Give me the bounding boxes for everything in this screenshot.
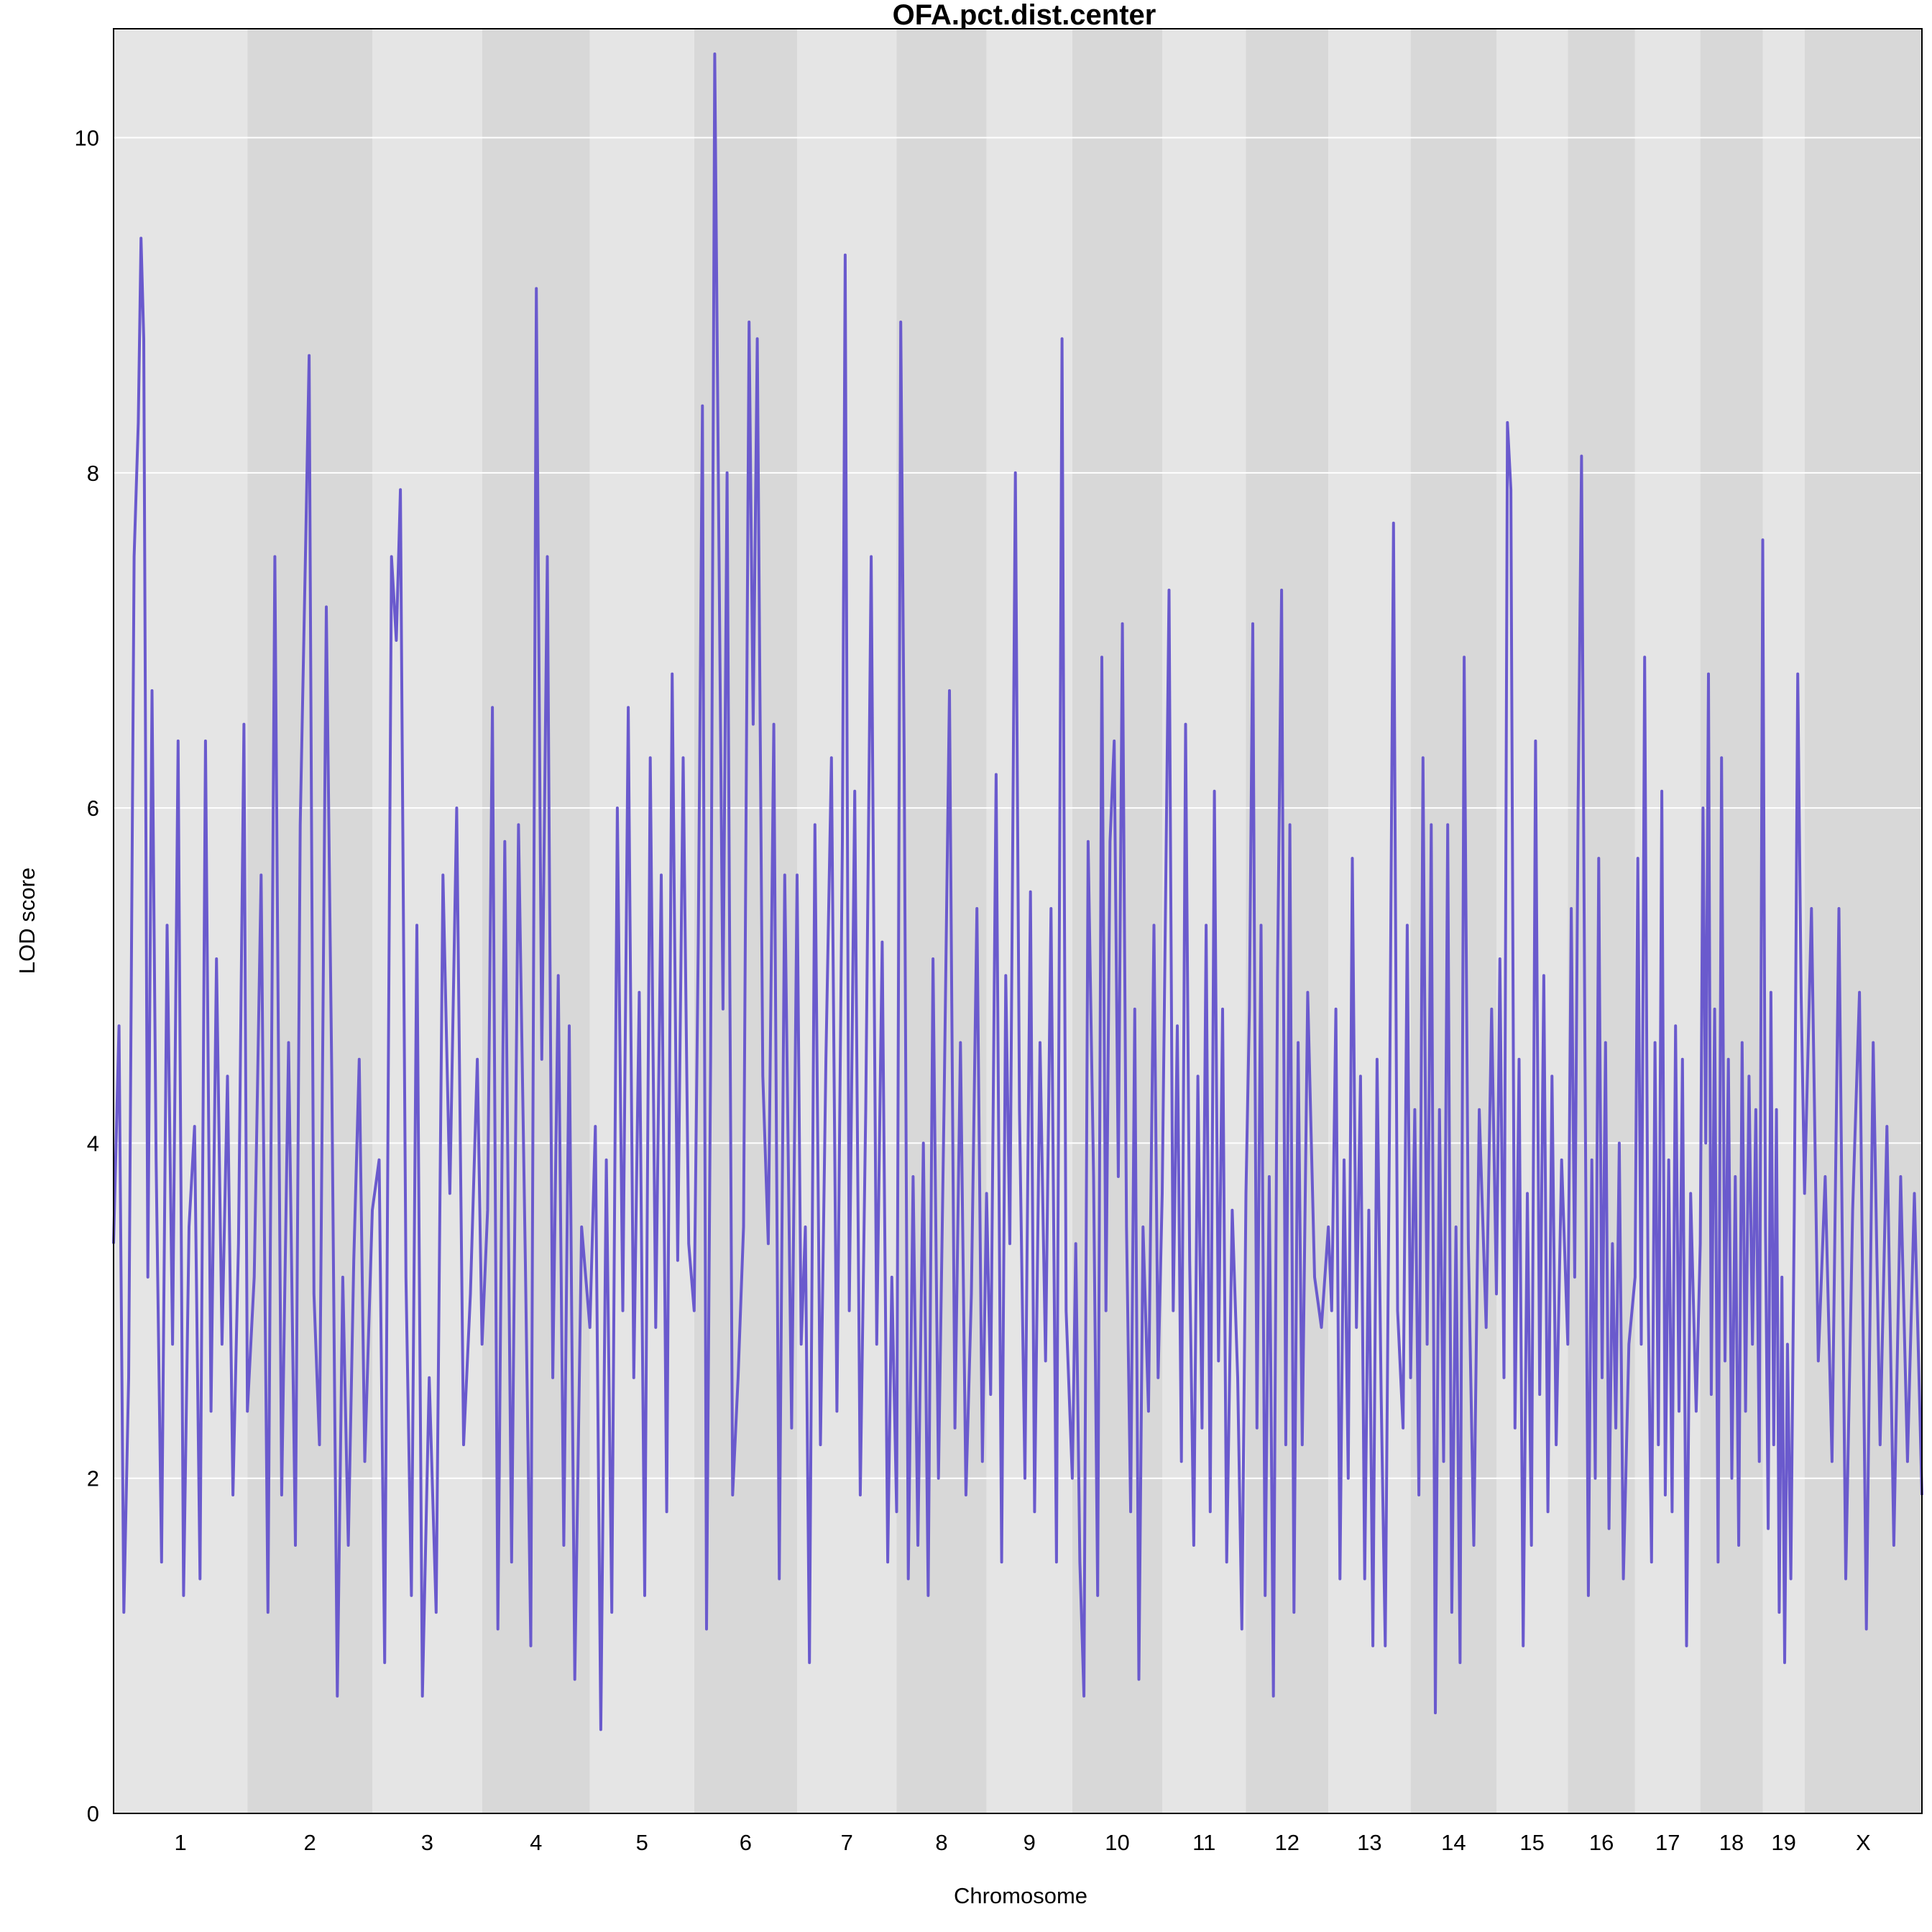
x-tick-label-8: 8 <box>935 1830 947 1855</box>
chromosome-band-11 <box>1162 29 1246 1813</box>
chromosome-bands <box>114 29 1922 1813</box>
x-tick-label-14: 14 <box>1441 1830 1466 1855</box>
x-axis-label: Chromosome <box>954 1883 1087 1908</box>
x-tick-label-7: 7 <box>841 1830 853 1855</box>
y-tick-label: 4 <box>87 1131 99 1156</box>
chromosome-band-5 <box>589 29 694 1813</box>
y-axis-label: LOD score <box>14 868 40 974</box>
y-tick-label: 8 <box>87 461 99 486</box>
x-tick-label-1: 1 <box>174 1830 186 1855</box>
y-tick-label: 10 <box>75 126 99 151</box>
x-tick-label-X: X <box>1856 1830 1871 1855</box>
x-tick-label-9: 9 <box>1024 1830 1036 1855</box>
chart-title: OFA.pct.dist.center <box>893 0 1156 31</box>
chromosome-band-8 <box>896 29 987 1813</box>
x-tick-label-16: 16 <box>1589 1830 1614 1855</box>
x-tick-label-4: 4 <box>530 1830 542 1855</box>
x-tick-label-6: 6 <box>740 1830 752 1855</box>
x-tick-label-3: 3 <box>421 1830 433 1855</box>
y-tick-label: 2 <box>87 1466 99 1491</box>
x-tick-label-11: 11 <box>1192 1830 1215 1855</box>
y-tick-label: 0 <box>87 1801 99 1826</box>
x-tick-label-5: 5 <box>636 1830 648 1855</box>
lod-series <box>112 52 1923 1731</box>
x-tick-label-13: 13 <box>1357 1830 1381 1855</box>
x-tick-label-19: 19 <box>1771 1830 1795 1855</box>
chromosome-band-12 <box>1246 29 1329 1813</box>
x-tick-label-10: 10 <box>1105 1830 1129 1855</box>
y-axis-ticks: 0 2 4 6 8 10 <box>75 126 99 1826</box>
x-axis-ticks: 1 2 3 4 5 6 7 8 9 10 11 12 13 14 15 16 17 18 19 X <box>174 1830 1871 1855</box>
y-tick-label: 6 <box>87 796 99 821</box>
plot-frame <box>113 28 1923 1814</box>
lod-series-line-0 <box>112 52 1923 1731</box>
x-tick-label-2: 2 <box>303 1830 316 1855</box>
x-tick-label-12: 12 <box>1275 1830 1300 1855</box>
x-tick-label-15: 15 <box>1519 1830 1544 1855</box>
chromosome-band-X <box>1804 29 1922 1813</box>
x-tick-label-17: 17 <box>1655 1830 1680 1855</box>
x-tick-label-18: 18 <box>1719 1830 1744 1855</box>
